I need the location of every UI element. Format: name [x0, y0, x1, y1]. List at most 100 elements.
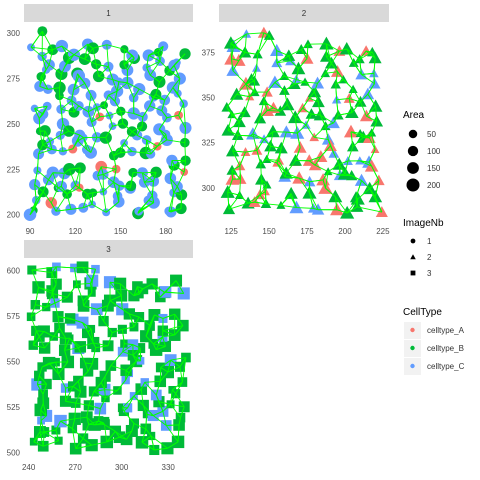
neighbor-edge: [153, 336, 163, 345]
neighbor-edge: [325, 187, 336, 198]
neighbor-edge: [42, 144, 53, 150]
neighbor-edge: [133, 293, 140, 297]
neighbor-edge: [252, 118, 261, 135]
neighbor-edge: [74, 416, 87, 420]
neighbor-edge: [104, 424, 116, 432]
neighbor-edge: [129, 313, 140, 318]
neighbor-edge: [361, 72, 374, 75]
neighbor-edge: [244, 96, 251, 113]
data-point: [355, 156, 365, 165]
neighbor-edge: [75, 444, 92, 450]
neighbor-edge: [338, 112, 352, 116]
neighbor-edge: [88, 404, 101, 410]
neighbor-edge: [302, 97, 310, 109]
neighbor-edge: [172, 87, 179, 94]
neighbor-edge: [161, 99, 166, 111]
neighbor-edge: [66, 185, 76, 195]
neighbor-edge: [112, 328, 123, 333]
legend-label-area: 150: [427, 164, 441, 173]
neighbor-edge: [76, 284, 84, 301]
neighbor-edge: [42, 431, 45, 447]
neighbor-edge: [177, 424, 180, 442]
neighbor-edge: [228, 202, 249, 210]
neighbor-edge: [170, 357, 187, 361]
neighbor-edge: [52, 172, 59, 188]
neighbor-edge: [228, 194, 240, 210]
neighbor-edge: [260, 164, 262, 180]
neighbor-edge: [107, 332, 113, 346]
neighbor-edge: [93, 391, 106, 399]
neighbor-edge: [368, 149, 376, 163]
facet-panel-3: 3 240 270 300 330 500 525 550 575 600: [7, 240, 193, 472]
neighbor-edge: [64, 168, 70, 174]
neighbor-edge: [109, 281, 122, 296]
y-tick-label: 325: [202, 139, 216, 148]
neighbor-edge: [155, 93, 165, 101]
neighbor-edge: [57, 316, 71, 319]
neighbor-edge: [56, 266, 75, 269]
neighbor-edge: [260, 179, 266, 192]
neighbor-edge: [131, 126, 143, 132]
neighbor-edge: [117, 379, 127, 391]
neighbor-edge: [375, 106, 378, 122]
neighbor-edge: [121, 407, 125, 412]
neighbor-edge: [60, 108, 75, 113]
neighbor-edge: [96, 104, 105, 108]
neighbor-edge: [96, 305, 109, 310]
neighbor-edge: [54, 296, 68, 304]
neighbor-edge: [300, 49, 308, 59]
neighbor-edge: [238, 112, 246, 123]
neighbor-edge: [103, 422, 105, 425]
neighbor-edge: [276, 148, 282, 164]
neighbor-edge: [100, 382, 106, 390]
neighbor-edge: [121, 308, 130, 315]
neighbor-edge: [250, 135, 265, 140]
neighbor-edge: [106, 44, 109, 67]
neighbor-edge: [122, 351, 134, 356]
neighbor-edge: [280, 204, 297, 209]
neighbor-edge: [359, 160, 372, 167]
legend-key-area: [407, 145, 419, 157]
neighbor-edge: [171, 389, 177, 395]
neighbor-edge: [254, 194, 261, 203]
neighbor-edge: [122, 343, 125, 352]
neighbor-edge: [97, 174, 104, 177]
neighbor-edge: [305, 113, 312, 126]
neighbor-edge: [123, 64, 128, 71]
neighbor-edge: [254, 201, 267, 205]
neighbor-edge: [29, 191, 44, 215]
neighbor-edge: [146, 60, 161, 69]
neighbor-edge: [145, 139, 148, 154]
neighbor-edge: [144, 380, 161, 383]
neighbor-edge: [159, 46, 164, 62]
neighbor-edge: [38, 286, 53, 295]
neighbor-edge: [261, 179, 268, 186]
neighbor-edge: [124, 343, 133, 346]
neighbor-edge: [83, 137, 92, 153]
neighbor-edge: [34, 108, 44, 115]
x-tick-label: 180: [159, 227, 173, 236]
legend-label-area: 100: [427, 147, 441, 156]
neighbor-edge: [259, 101, 265, 119]
neighbor-edge: [300, 43, 309, 50]
neighbor-edge: [117, 185, 120, 197]
neighbor-edge: [170, 178, 178, 187]
neighbor-edge: [91, 121, 98, 138]
neighbor-edge: [263, 138, 271, 147]
neighbor-edge: [44, 431, 59, 442]
neighbor-edge: [92, 44, 107, 49]
neighbor-edge: [270, 145, 282, 149]
neighbor-edge: [86, 417, 90, 425]
neighbor-edge: [170, 359, 181, 368]
y-tick-label: 525: [7, 403, 21, 412]
neighbor-edge: [30, 304, 36, 317]
neighbor-edge: [87, 328, 92, 333]
neighbor-edge: [125, 369, 130, 374]
neighbor-edge: [58, 373, 67, 389]
neighbor-edge: [38, 144, 43, 155]
legend-key-area: [406, 178, 420, 192]
neighbor-edge: [309, 179, 324, 183]
neighbor-edge: [288, 49, 302, 57]
neighbor-edge: [104, 365, 112, 377]
neighbor-edge: [245, 80, 255, 85]
